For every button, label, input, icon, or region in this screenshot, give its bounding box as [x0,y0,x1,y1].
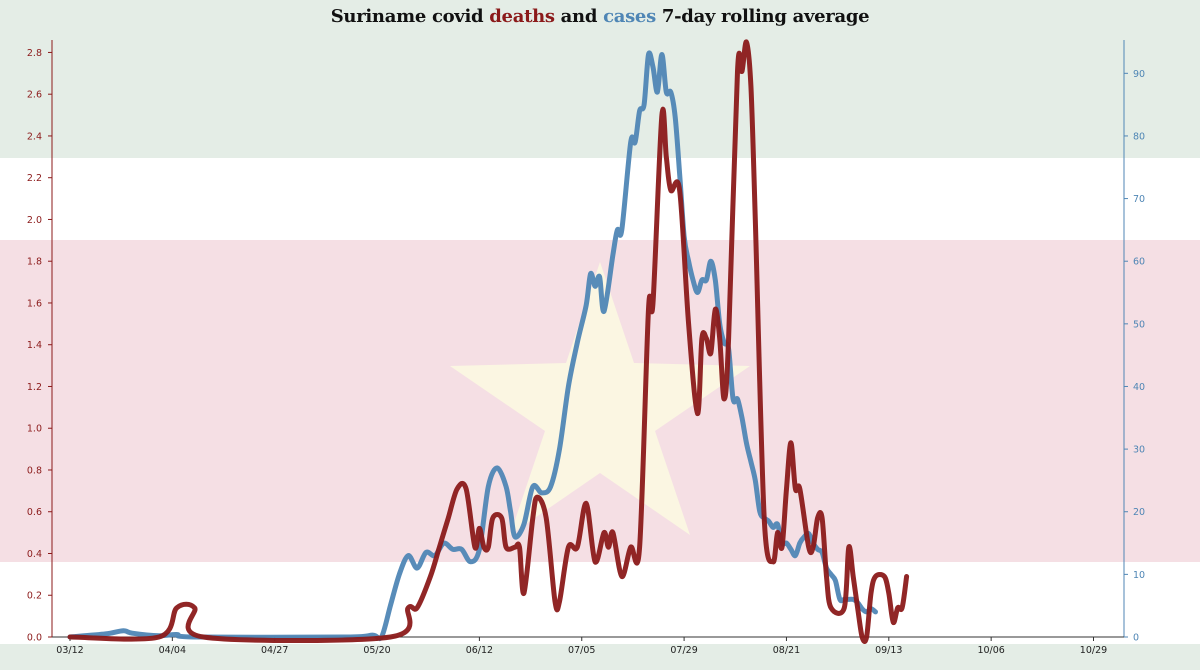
x-tick-label: 04/04 [159,645,186,656]
right-tick-label: 80 [1133,131,1145,142]
right-tick-label: 40 [1133,382,1145,393]
x-tick-label: 09/13 [875,645,902,656]
deaths-series-line [67,39,910,644]
x-tick-label: 04/27 [261,645,288,656]
left-tick-label: 2.8 [27,48,42,59]
title-cases-word: cases [603,6,656,27]
right-tick-label: 70 [1133,194,1145,205]
left-tick-label: 1.4 [27,340,42,351]
right-tick-label: 0 [1133,633,1139,644]
title-part-3: 7-day rolling average [655,6,870,27]
right-tick-label: 20 [1133,507,1145,518]
x-tick-label: 10/06 [977,645,1004,656]
axes: 0.0 0.2 0.4 0.6 0.8 1.0 1.2 1.4 1.6 1.8 2.0 2.2 2.4 2… [27,40,1145,656]
x-tick-label: 03/12 [56,645,83,656]
left-tick-label: 2.6 [27,90,42,101]
x-tick-label: 08/21 [773,645,800,656]
flag-star [450,262,750,535]
title-deaths-word: deaths [489,6,555,27]
left-tick-label: 0.4 [27,549,42,560]
left-tick-label: 1.2 [27,382,42,393]
left-tick-label: 0.6 [27,507,42,518]
title-part-1: Suriname covid [330,6,490,27]
flag-band-white-top [0,158,1200,240]
x-tick-label: 07/29 [670,645,697,656]
right-tick-label: 30 [1133,445,1145,456]
left-tick-label: 2.2 [27,173,42,184]
flag-band-green-bottom [0,644,1200,670]
x-tick-label: 07/05 [568,645,595,656]
left-tick-label: 0.0 [27,633,42,644]
left-tick-label: 0.2 [27,591,42,602]
flag-band-white-bottom [0,562,1200,644]
chart-title: Suriname covid deaths and cases 7-day ro… [0,6,1200,27]
left-tick-label: 2.0 [27,215,42,226]
x-tick-label: 05/20 [363,645,390,656]
series-lines [67,39,910,644]
left-tick-label: 1.6 [27,298,42,309]
right-tick-label: 60 [1133,257,1145,268]
left-tick-label: 1.0 [27,424,42,435]
right-tick-label: 10 [1133,570,1145,581]
right-tick-label: 90 [1133,69,1145,80]
left-tick-label: 1.8 [27,257,42,268]
title-part-2: and [554,6,604,27]
flag-band-green-top [0,0,1200,158]
x-tick-label: 10/29 [1080,645,1107,656]
left-tick-label: 0.8 [27,465,42,476]
left-tick-label: 2.4 [27,131,42,142]
x-tick-label: 06/12 [466,645,493,656]
right-tick-label: 50 [1133,319,1145,330]
